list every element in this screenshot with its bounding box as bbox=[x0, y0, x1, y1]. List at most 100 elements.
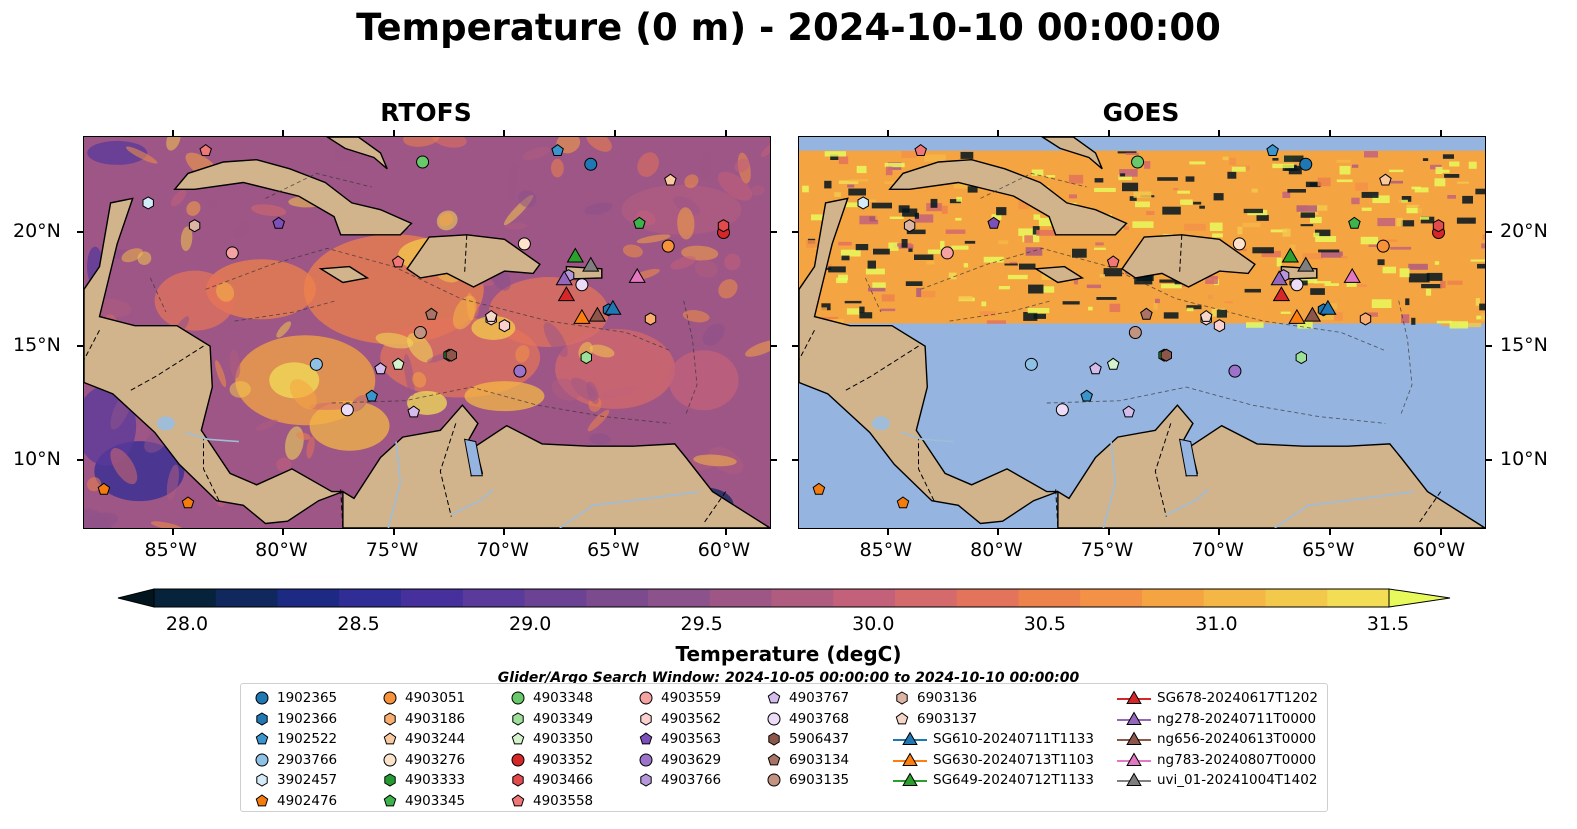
colorbar-segment bbox=[586, 589, 649, 607]
satellite-pixel bbox=[1173, 188, 1179, 191]
river-line bbox=[450, 488, 494, 516]
float-marker bbox=[407, 405, 420, 418]
satellite-pixel bbox=[1442, 154, 1454, 159]
legend-item: 4903333 bbox=[381, 770, 465, 791]
satellite-pixel bbox=[1185, 176, 1195, 182]
colorbar-tick-label: 30.5 bbox=[1023, 613, 1066, 635]
satellite-pixel bbox=[983, 256, 1004, 263]
border-line bbox=[843, 345, 919, 393]
satellite-pixel bbox=[1252, 247, 1274, 254]
satellite-pixel bbox=[1300, 212, 1315, 218]
satellite-pixel bbox=[1122, 182, 1139, 192]
lake-maracaibo bbox=[1178, 438, 1198, 477]
temperature-eddy bbox=[232, 220, 250, 239]
border-line bbox=[340, 489, 344, 528]
float-marker bbox=[584, 157, 598, 171]
satellite-pixel bbox=[1315, 229, 1331, 237]
temperature-eddy bbox=[150, 521, 183, 528]
satellite-pixel bbox=[1270, 229, 1287, 233]
satellite-pixel bbox=[865, 268, 885, 275]
float-legend-symbol bbox=[895, 712, 909, 725]
legend-label: ng783-20240807T0000 bbox=[1157, 751, 1317, 768]
satellite-pixel bbox=[1088, 306, 1093, 311]
rtofs-map[interactable] bbox=[83, 136, 771, 529]
float-marker bbox=[1131, 155, 1145, 169]
satellite-pixel bbox=[1317, 177, 1331, 187]
float-marker bbox=[896, 496, 910, 509]
float-marker bbox=[903, 219, 916, 233]
legend-item: 4903276 bbox=[381, 750, 465, 771]
float-marker bbox=[575, 278, 589, 292]
satellite-pixel bbox=[1280, 311, 1291, 314]
satellite-pixel bbox=[1349, 284, 1368, 288]
lat-tick-mark bbox=[792, 345, 799, 348]
satellite-pixel bbox=[871, 202, 892, 209]
colorbar-segment bbox=[1265, 589, 1328, 607]
goes-map[interactable] bbox=[798, 136, 1486, 529]
satellite-pixel bbox=[1229, 157, 1236, 165]
temperature-eddy bbox=[677, 207, 695, 240]
legend-item: 4903766 bbox=[637, 770, 721, 791]
satellite-pixel bbox=[1414, 187, 1429, 193]
satellite-pixel bbox=[1317, 314, 1336, 320]
float-marker bbox=[1299, 157, 1313, 171]
satellite-pixel bbox=[967, 186, 978, 193]
satellite-pixel bbox=[1099, 274, 1105, 278]
satellite-pixel bbox=[821, 316, 839, 319]
satellite-pixel bbox=[880, 308, 896, 312]
legend-item: 6903134 bbox=[765, 750, 849, 771]
satellite-pixel bbox=[838, 241, 852, 246]
satellite-pixel bbox=[1062, 301, 1080, 305]
satellite-pixel bbox=[1480, 312, 1485, 321]
glider-marker bbox=[573, 308, 591, 324]
float-marker bbox=[633, 216, 646, 229]
legend-item: uvi_01-20241004T1402 bbox=[1117, 770, 1318, 791]
legend-label: 4903629 bbox=[661, 751, 722, 768]
float-legend-symbol bbox=[256, 773, 268, 787]
colorbar-segment bbox=[1327, 589, 1390, 607]
satellite-pixel bbox=[1276, 257, 1282, 267]
satellite-pixel bbox=[1368, 244, 1378, 247]
lon-tick-mark bbox=[171, 528, 174, 535]
float-legend-symbol bbox=[383, 794, 397, 807]
border-line bbox=[84, 329, 100, 361]
hispaniola-land bbox=[1121, 234, 1256, 288]
temperature-eddy bbox=[750, 185, 765, 196]
satellite-pixel bbox=[1072, 248, 1087, 258]
temperature-eddy bbox=[412, 371, 427, 388]
satellite-pixel bbox=[1103, 268, 1123, 277]
lat-tick-mark bbox=[77, 345, 84, 348]
bathymetry-contour bbox=[864, 277, 882, 313]
float-marker bbox=[391, 255, 405, 268]
panel-title-rtofs: RTOFS bbox=[380, 98, 472, 127]
temperature-eddy bbox=[432, 137, 467, 148]
colorbar-tick-label: 29.0 bbox=[508, 613, 552, 635]
satellite-pixel bbox=[1073, 276, 1078, 285]
legend-label: 4903244 bbox=[405, 731, 466, 748]
satellite-pixel bbox=[926, 260, 935, 265]
colorbar-segment bbox=[1080, 589, 1143, 607]
satellite-pixel bbox=[1475, 298, 1480, 306]
satellite-pixel bbox=[1028, 284, 1044, 294]
legend-label: 4903349 bbox=[533, 710, 594, 727]
satellite-pixel bbox=[914, 214, 934, 223]
bathymetry-contour bbox=[331, 386, 671, 424]
float-legend-symbol bbox=[256, 712, 268, 726]
temperature-patch bbox=[87, 140, 148, 165]
satellite-pixel bbox=[1184, 223, 1206, 231]
satellite-pixel bbox=[841, 255, 850, 261]
satellite-pixel bbox=[888, 242, 899, 251]
float-legend-symbol bbox=[512, 773, 524, 787]
lon-tick-mark bbox=[614, 130, 617, 137]
colorbar bbox=[117, 588, 1451, 608]
hispaniola-land bbox=[406, 234, 541, 288]
temperature-eddy bbox=[508, 162, 517, 203]
satellite-pixel bbox=[1351, 197, 1360, 205]
lon-tick-mark bbox=[1329, 528, 1332, 535]
satellite-pixel bbox=[1242, 222, 1261, 228]
legend-item: 4903348 bbox=[509, 688, 593, 709]
lon-tick-mark bbox=[886, 130, 889, 137]
legend-label: 4903558 bbox=[533, 792, 594, 809]
satellite-pixel bbox=[1212, 233, 1223, 238]
float-marker bbox=[1160, 348, 1172, 362]
